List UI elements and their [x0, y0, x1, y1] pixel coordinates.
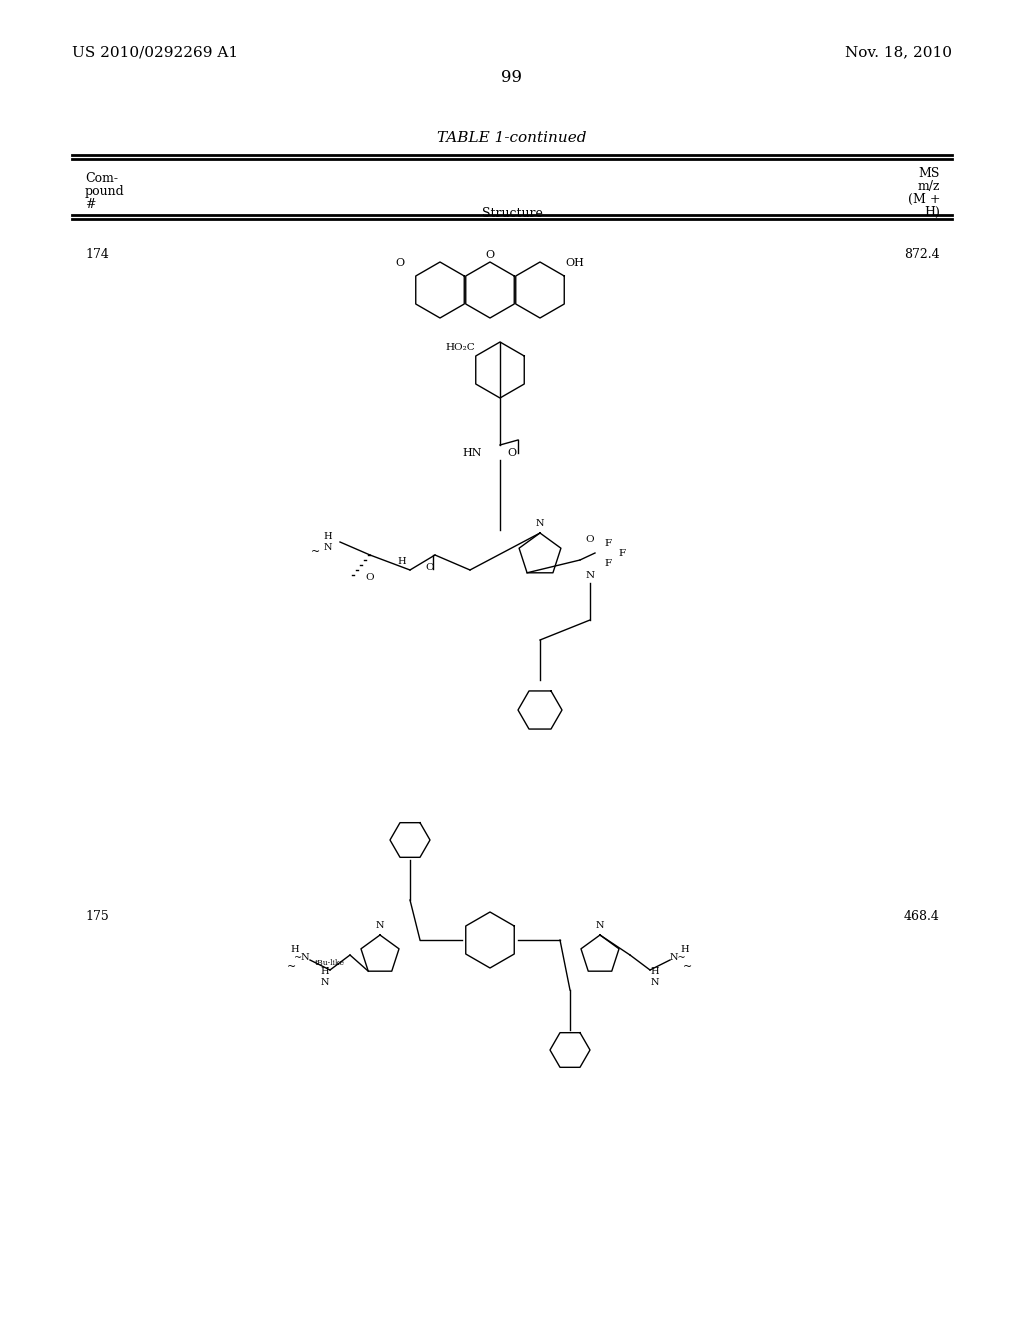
- Text: HO₂C: HO₂C: [445, 343, 475, 352]
- Text: OH: OH: [565, 257, 585, 268]
- Text: O: O: [395, 257, 404, 268]
- Text: F: F: [618, 549, 626, 557]
- Text: N: N: [586, 570, 595, 579]
- Text: Com-: Com-: [85, 172, 118, 185]
- Text: O: O: [485, 249, 495, 260]
- Text: 174: 174: [85, 248, 109, 261]
- Text: 468.4: 468.4: [904, 909, 940, 923]
- Text: ~: ~: [310, 546, 319, 557]
- Text: MS: MS: [919, 168, 940, 180]
- Text: 872.4: 872.4: [904, 248, 940, 261]
- Text: H
N: H N: [321, 968, 330, 987]
- Text: N: N: [596, 921, 604, 931]
- Text: US 2010/0292269 A1: US 2010/0292269 A1: [72, 45, 239, 59]
- Text: m/z: m/z: [918, 180, 940, 193]
- Text: O: O: [508, 447, 516, 458]
- Text: H
N: H N: [650, 968, 659, 987]
- Text: F: F: [604, 558, 611, 568]
- Text: (M +: (M +: [907, 193, 940, 206]
- Text: N: N: [536, 519, 544, 528]
- Text: #: #: [85, 198, 95, 211]
- Text: O: O: [426, 562, 434, 572]
- Text: F: F: [604, 539, 611, 548]
- Text: ~N: ~N: [294, 953, 310, 962]
- Text: tBu-like: tBu-like: [315, 960, 345, 968]
- Text: 175: 175: [85, 909, 109, 923]
- Text: H: H: [291, 945, 299, 954]
- Text: 99: 99: [502, 70, 522, 87]
- Text: H): H): [924, 206, 940, 219]
- Text: pound: pound: [85, 185, 125, 198]
- Text: H: H: [681, 945, 689, 954]
- Text: O: O: [586, 536, 594, 544]
- Text: N: N: [376, 921, 384, 931]
- Text: ~: ~: [288, 962, 297, 972]
- Text: Structure: Structure: [481, 207, 543, 220]
- Text: ~: ~: [683, 962, 692, 972]
- Text: Nov. 18, 2010: Nov. 18, 2010: [845, 45, 952, 59]
- Text: H: H: [397, 557, 407, 566]
- Text: H
N: H N: [324, 532, 333, 552]
- Text: TABLE 1-continued: TABLE 1-continued: [437, 131, 587, 145]
- Text: N~: N~: [670, 953, 686, 962]
- Text: O: O: [366, 573, 375, 582]
- Text: HN: HN: [462, 447, 481, 458]
